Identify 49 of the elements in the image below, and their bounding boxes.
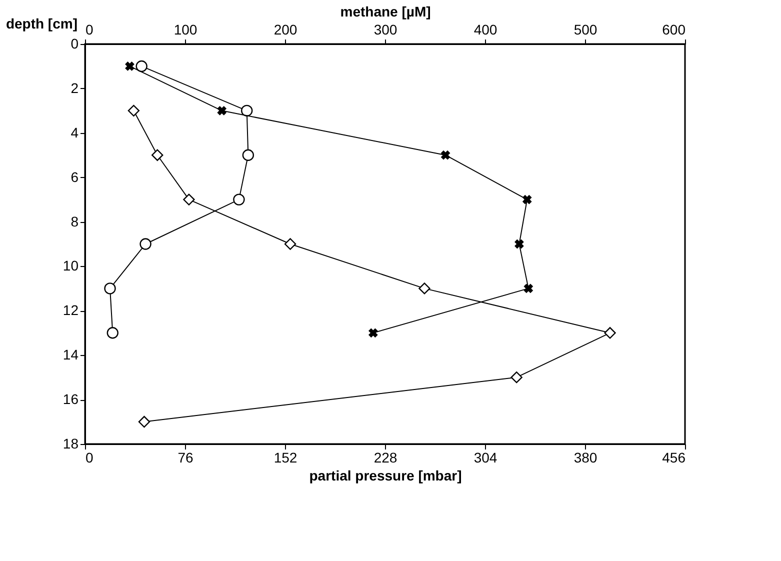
y-tick-label: 16: [62, 391, 79, 408]
x2-tick-label: 200: [274, 22, 298, 38]
point: [138, 416, 150, 428]
y-tick-label: 18: [62, 436, 79, 452]
x2-tick-label: 300: [374, 22, 398, 38]
point: [284, 238, 296, 250]
x2-tick-label: 400: [474, 22, 498, 38]
x2-axis-title: methane [µM]: [340, 4, 431, 20]
point: [106, 327, 118, 339]
x-tick-label: 76: [178, 450, 194, 466]
point: [418, 282, 430, 294]
point: [233, 194, 245, 206]
point: [524, 284, 534, 294]
point: [217, 106, 227, 116]
x2-tick-label: 600: [662, 22, 686, 38]
y-tick-label: 0: [70, 36, 79, 52]
y-tick-label: 8: [70, 213, 79, 230]
point: [140, 238, 152, 250]
x-tick-label: 228: [374, 450, 398, 466]
point: [514, 239, 524, 249]
point: [368, 328, 378, 338]
point: [522, 194, 532, 204]
y-tick-label: 4: [70, 124, 79, 140]
y-tick-label: 14: [62, 346, 79, 363]
x-tick-label: 304: [474, 450, 498, 466]
y-tick-label: 6: [70, 168, 79, 185]
y-axis-title: depth [cm]: [6, 16, 78, 32]
point: [510, 371, 522, 384]
point: [104, 282, 116, 294]
x-tick-label: 152: [274, 450, 298, 466]
point: [241, 104, 253, 116]
x2-tick-label: 0: [86, 22, 94, 38]
point: [440, 150, 450, 160]
point: [183, 194, 195, 206]
point: [152, 149, 164, 161]
y-tick-label: 10: [62, 258, 79, 274]
x-axis-title: partial pressure [mbar]: [309, 468, 462, 484]
point: [136, 60, 148, 72]
x-tick-label: 380: [574, 450, 598, 466]
point: [125, 62, 134, 71]
point: [242, 149, 254, 161]
point: [128, 104, 140, 117]
x-tick-label: 0: [86, 450, 94, 466]
point: [604, 327, 616, 339]
x2-tick-label: 500: [574, 22, 598, 38]
x2-tick-label: 100: [174, 22, 198, 38]
y-tick-label: 12: [62, 302, 79, 318]
y-tick-label: 2: [70, 80, 79, 96]
x-tick-label: 456: [662, 450, 686, 466]
